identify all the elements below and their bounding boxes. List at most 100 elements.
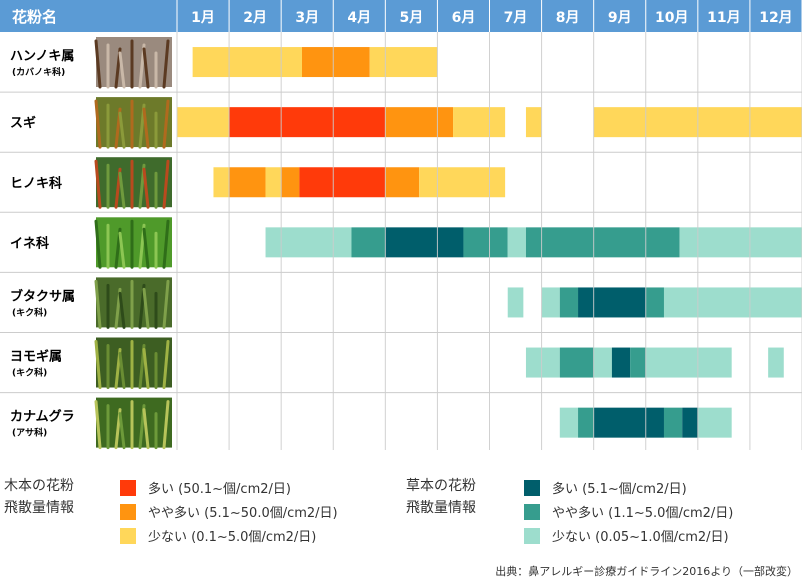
bar-segment xyxy=(192,47,302,78)
bar-segment xyxy=(385,227,464,258)
bar-segment xyxy=(213,167,230,198)
plant-photo-detail xyxy=(118,171,126,209)
month-label: 6月 xyxy=(452,10,476,26)
month-label: 3月 xyxy=(295,10,319,26)
plant-photo-detail xyxy=(142,348,150,389)
bar-segment xyxy=(593,347,612,378)
bar-segment xyxy=(578,407,594,438)
plant-photo-detail xyxy=(94,99,102,149)
bar-segment xyxy=(453,107,506,138)
bar-segment xyxy=(463,227,508,258)
plant-photo-detail xyxy=(94,400,102,450)
bar-segment xyxy=(302,47,370,78)
plant-photo-detail xyxy=(142,47,150,89)
legend-herb-low: 少ない (0.05~1.0個/cm2/日) xyxy=(524,526,729,545)
bar-segment xyxy=(663,407,683,438)
row-name: イネ科 xyxy=(10,235,49,251)
plant-photo-detail xyxy=(142,167,150,209)
plant-photo-detail xyxy=(162,219,170,269)
bar-segment xyxy=(385,167,420,198)
bar-segment xyxy=(645,347,732,378)
bar-segment xyxy=(682,407,698,438)
bar-segment xyxy=(768,347,784,378)
month-label: 7月 xyxy=(504,10,528,26)
month-label: 5月 xyxy=(400,10,424,26)
plant-photo-detail xyxy=(94,39,102,89)
plant-photo-detail xyxy=(94,219,102,269)
row-name: カナムグラ xyxy=(10,409,75,425)
month-label: 10月 xyxy=(655,10,688,26)
legend-herb-high: 多い (5.1~個/cm2/日) xyxy=(524,478,687,497)
bar-segment xyxy=(645,287,664,318)
bar-segment xyxy=(541,287,560,318)
bar-segment xyxy=(507,227,526,258)
plant-photo-detail xyxy=(162,99,170,149)
row-family: (キク科) xyxy=(12,367,47,379)
row-family: (キク科) xyxy=(12,306,47,318)
bar-segment xyxy=(419,167,506,198)
plant-photo-detail xyxy=(142,107,150,149)
plant-photo-detail xyxy=(118,352,126,389)
plant-photo-detail xyxy=(142,227,150,269)
row-name: ヨモギ属 xyxy=(10,349,62,365)
row-family: (カバノキ科) xyxy=(12,66,65,78)
month-label: 9月 xyxy=(608,10,632,26)
plant-photo-detail xyxy=(162,159,170,209)
month-label: 4月 xyxy=(347,10,371,26)
header-bar xyxy=(0,0,802,32)
plant-photo-detail xyxy=(118,291,126,329)
bar-segment xyxy=(578,287,646,318)
bar-segment xyxy=(385,107,454,138)
legend-tree-title: 木本の花粉 飛散量情報 xyxy=(4,478,74,516)
bar-segment xyxy=(630,347,646,378)
legend-tree-medium: やや多い (5.1~50.0個/cm2/日) xyxy=(120,502,338,521)
row-family: (アサ科) xyxy=(12,427,47,439)
bar-segment xyxy=(679,227,802,258)
month-label: 11月 xyxy=(707,10,740,26)
legend-herb-title: 草本の花粉 飛散量情報 xyxy=(406,478,476,516)
plant-photo-detail xyxy=(118,51,126,89)
bar-segment xyxy=(507,287,524,318)
plant-photo-detail xyxy=(162,39,170,89)
bar-segment xyxy=(525,347,560,378)
plant-photo-detail xyxy=(162,400,170,450)
bar-segment xyxy=(229,107,386,138)
bar-segment xyxy=(593,407,664,438)
row-name: ハンノキ属 xyxy=(10,49,74,64)
bar-segment xyxy=(525,107,542,138)
month-label: 8月 xyxy=(556,10,580,26)
plant-photo-detail xyxy=(162,340,170,389)
bar-segment xyxy=(265,167,282,198)
bar-segment xyxy=(525,227,680,258)
row-name: ヒノキ科 xyxy=(10,175,62,191)
legend-swatch-tree-medium xyxy=(120,503,136,520)
plant-photo-detail xyxy=(94,159,102,209)
bar-segment xyxy=(265,227,352,258)
plant-photo-detail xyxy=(94,340,102,389)
legend-herb-medium: やや多い (1.1~5.0個/cm2/日) xyxy=(524,502,733,521)
bar-segment xyxy=(559,407,579,438)
bar-segment xyxy=(177,107,230,138)
bar-segment xyxy=(369,47,438,78)
bar-segment xyxy=(351,227,386,258)
bar-segment xyxy=(697,407,732,438)
bar-segment xyxy=(559,287,579,318)
source-note: 出典：鼻アレルギー診療ガイドライン2016より（一部改変） xyxy=(495,565,798,578)
legend-tree-low: 少ない (0.1~5.0個/cm2/日) xyxy=(120,526,316,545)
plant-photo-detail xyxy=(94,279,102,329)
bar-segment xyxy=(663,287,802,318)
month-label: 2月 xyxy=(243,10,267,26)
legend-swatch-tree-high xyxy=(120,479,136,496)
bar-segment xyxy=(229,167,266,198)
plant-photo-detail xyxy=(118,231,126,269)
legend-swatch-herb-low xyxy=(524,527,540,544)
legend-swatch-herb-medium xyxy=(524,503,540,520)
plant-photo-detail xyxy=(142,287,150,329)
plant-photo-detail xyxy=(142,408,150,450)
month-label: 1月 xyxy=(191,10,215,26)
bar-segment xyxy=(611,347,631,378)
bar-segment xyxy=(559,347,594,378)
bar-segment xyxy=(299,167,386,198)
legend-tree-high: 多い (50.1~個/cm2/日) xyxy=(120,478,291,497)
